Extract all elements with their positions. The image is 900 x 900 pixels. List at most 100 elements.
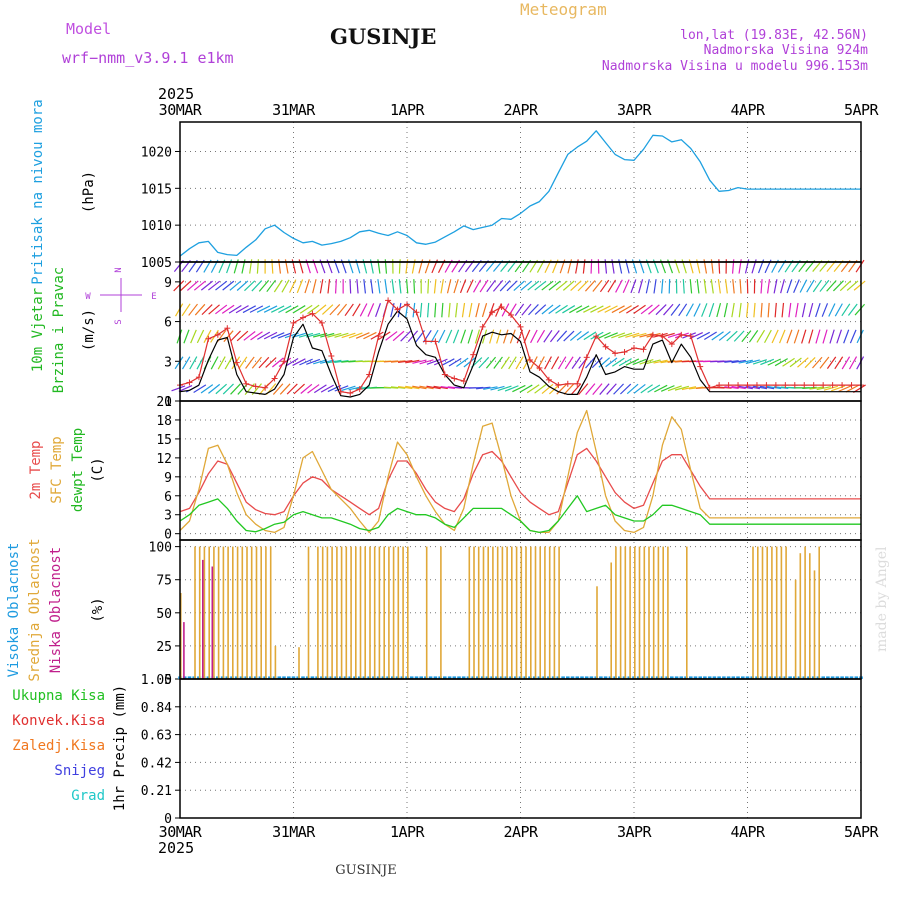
cloud_mid-bar-38 [359,546,362,679]
wind-barb-1-270 [812,356,823,369]
wind-barb-2-210 [667,332,682,339]
wind-barb-4-264 [799,279,808,293]
precip-legend-2: Zaledj.Kisa [12,738,105,754]
wind-barb-0-276 [823,385,838,391]
wind-barb-0-216 [681,386,697,391]
wind-barb-2-231 [718,330,731,341]
cloud_high-bar-58 [452,676,457,679]
wind-barb-0-111 [433,385,448,390]
wind-barb-1-273 [819,356,830,369]
wind-barb-3-213 [678,303,688,317]
cloud_mid-bar-132 [804,546,806,679]
wind-barb-1-267 [804,357,816,369]
wind-barb-1-168 [571,356,581,369]
wind-barb-1-102 [412,359,427,364]
precip-ytick-5: 1.05 [141,673,172,688]
wind-ytick-0: 0 [164,395,172,410]
wind-barb-4-15 [208,280,221,291]
wind-barb-4-126 [473,279,482,293]
wind-barb-4-114 [446,279,452,294]
wind-barb-1-258 [782,357,795,367]
wind-barb-2-228 [711,331,724,341]
cloud_high-bar-82 [566,676,570,679]
wind-barb-1-51 [292,358,306,366]
wind-barb-4-174 [584,280,596,292]
wind-barb-1-114 [441,358,455,366]
wind-barb-0-63 [320,384,334,393]
cloud_mid-bar-72 [520,546,523,679]
wind-barb-3-204 [655,304,667,316]
wind-barb-1-120 [456,357,469,368]
wind-barb-4-18 [215,280,228,291]
wind-barb-0-153 [534,384,547,394]
cloud_mid-bar-3 [194,546,196,679]
cloud_mid-bar-92 [615,546,617,679]
wind-barb-4-258 [786,279,793,294]
wind-barb-2-270 [815,329,821,344]
temp-ylabel-2: SFC Temp [49,436,65,503]
wind-barb-3-81 [367,303,375,317]
wind-barb-1-285 [848,356,858,370]
wind-barb-4-255 [780,279,785,294]
wind-barb-4-66 [334,279,337,294]
cloud_high-bar-56 [443,676,447,679]
cloud_mid-bar-62 [473,546,475,679]
cloud_mid-bar-124 [766,546,768,679]
wind-barb-1-231 [717,360,732,363]
cloud-ytick-4: 100 [149,541,172,556]
time-tick-top-3: 2APR [503,101,539,119]
watermark: made by Angel [874,546,890,652]
cloud_mid-bar-134 [813,570,816,679]
cloud_mid-bar-25 [298,647,300,679]
wind-barb-4-168 [570,280,582,292]
wind-barb-0-12 [200,384,214,394]
cloud_high-bar-108 [689,676,693,679]
cloud_mid-bar-27 [307,546,310,679]
wind-barb-1-18 [217,356,226,370]
wind-speed-line [179,310,861,398]
temp-ylabel-3: dewpt Temp [70,428,86,512]
cloud_mid-bar-65 [487,546,489,679]
cloud_high-bar-23 [287,676,291,679]
wind-barb-3-183 [604,305,618,313]
wind-gust-line [179,299,861,394]
wind-barb-2-225 [704,331,717,340]
wind-barb-3-261 [795,302,799,318]
wind-barb-1-0 [174,356,184,370]
precip-legend-1: Konvek.Kisa [12,713,105,729]
model-elevation-label: Nadmorska Visina u modelu 996.153m [602,59,868,74]
cloud_mid-bar-107 [686,546,688,679]
wind-barb-3-129 [481,302,488,318]
wind-barb-4-270 [812,279,823,293]
wind-barb-4-246 [760,279,763,294]
wind-barb-3-231 [723,302,728,318]
pressure-line-0 [179,130,861,257]
wind-barb-0-138 [497,385,512,392]
cloud_high-bar-118 [736,676,740,679]
wind-barb-0-285 [845,384,859,393]
cloud_mid-bar-77 [544,546,546,679]
wind-barb-2-168 [569,330,582,342]
wind-barb-1-189 [618,358,632,367]
wind-barb-1-93 [390,360,406,363]
time-tick-top-5: 4APR [730,101,766,119]
wind-barb-4-60 [319,279,324,294]
wind-barb-2-249 [764,329,772,344]
cloud_mid-bar-75 [534,546,537,679]
wind-barb-0-168 [570,383,582,395]
wind-barb-4-135 [492,279,504,292]
wind-barb-1-240 [738,359,753,364]
precip-legend-3: Snijeg [54,763,105,779]
wind-barb-0-240 [738,385,753,390]
wind-barb-3-114 [448,302,451,318]
cloud_high-bar-112 [707,676,712,679]
wind-barb-4-228 [717,279,721,294]
wind-barb-3-282 [841,303,851,317]
cloud_high-bar-109 [693,676,698,679]
wind-barb-4-282 [839,280,852,292]
pressure-ytick-3: 1020 [141,145,172,160]
wind-barb-0-162 [556,383,568,395]
cloud_mid-bar-91 [610,562,612,679]
wind-barb-3-249 [767,302,770,318]
